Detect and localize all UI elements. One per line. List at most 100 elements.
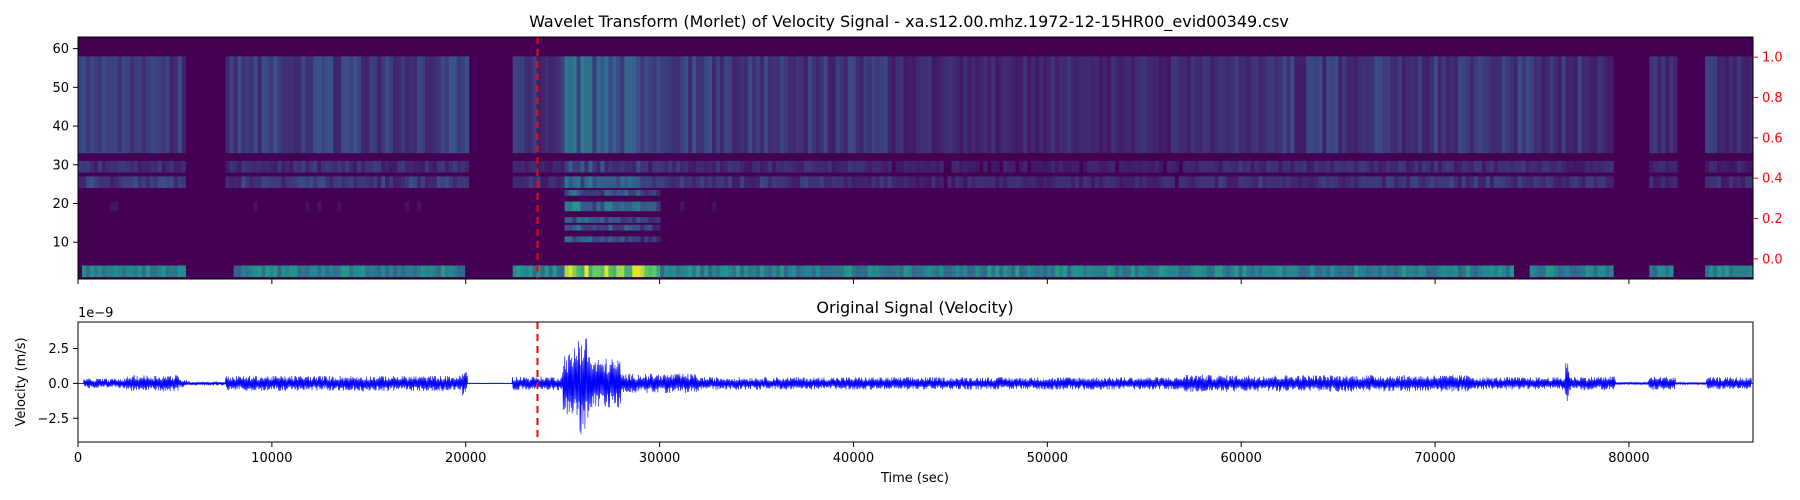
heatmap-cell bbox=[89, 56, 95, 154]
heatmap-cell bbox=[943, 265, 948, 278]
heatmap-cell bbox=[751, 265, 757, 278]
heatmap-cell bbox=[1051, 265, 1056, 278]
heatmap-cell bbox=[612, 201, 617, 212]
heatmap-cell bbox=[1083, 56, 1088, 154]
heatmap-cell bbox=[369, 176, 374, 189]
heatmap-cell bbox=[532, 160, 537, 173]
heatmap-cell bbox=[716, 160, 721, 173]
heatmap-cell bbox=[1039, 265, 1044, 278]
heatmap-cell bbox=[1342, 265, 1347, 278]
heatmap-cell bbox=[165, 176, 171, 189]
heatmap-cell bbox=[133, 176, 139, 189]
heatmap-cell bbox=[628, 201, 633, 212]
heatmap-cell bbox=[740, 265, 745, 278]
heatmap-cell bbox=[1429, 176, 1435, 189]
heatmap-cell bbox=[1146, 176, 1152, 189]
heatmap-cell bbox=[1306, 176, 1311, 189]
heatmap-cell bbox=[1749, 265, 1754, 278]
heatmap-cell bbox=[1178, 265, 1183, 278]
heatmap-cell bbox=[1653, 160, 1658, 173]
heatmap-cell bbox=[1031, 56, 1036, 154]
heatmap-cell bbox=[787, 56, 793, 154]
heatmap-cell bbox=[245, 160, 250, 173]
heatmap-cell bbox=[1657, 176, 1662, 189]
heatmap-cell bbox=[664, 176, 669, 189]
heatmap-cell bbox=[1071, 160, 1076, 173]
heatmap-cell bbox=[129, 176, 135, 189]
wavelet-right-tick-label: 0.0 bbox=[1762, 252, 1783, 267]
heatmap-cell bbox=[751, 56, 757, 154]
heatmap-cell bbox=[859, 160, 864, 173]
heatmap-cell bbox=[1557, 265, 1562, 278]
heatmap-cell bbox=[345, 176, 350, 189]
heatmap-cell bbox=[1573, 160, 1578, 173]
heatmap-cell bbox=[1561, 160, 1566, 173]
heatmap-cell bbox=[1162, 265, 1168, 278]
heatmap-cell bbox=[1537, 265, 1542, 278]
heatmap-cell bbox=[608, 160, 613, 173]
heatmap-cell bbox=[1218, 176, 1223, 189]
heatmap-cell bbox=[1134, 160, 1140, 173]
heatmap-cell bbox=[1589, 56, 1594, 154]
heatmap-cell bbox=[855, 160, 860, 173]
heatmap-cell bbox=[704, 160, 709, 173]
heatmap-cell bbox=[580, 265, 585, 278]
heatmap-cell bbox=[1142, 176, 1148, 189]
heatmap-cell bbox=[1589, 265, 1594, 278]
heatmap-cell bbox=[432, 176, 438, 189]
heatmap-cell bbox=[524, 56, 529, 154]
heatmap-cell bbox=[1186, 176, 1191, 189]
heatmap-cell bbox=[592, 56, 597, 154]
heatmap-cell bbox=[1262, 176, 1267, 189]
heatmap-cell bbox=[1665, 265, 1670, 278]
heatmap-cell bbox=[1433, 176, 1439, 189]
heatmap-cell bbox=[524, 160, 529, 173]
heatmap-cell bbox=[1729, 160, 1734, 173]
heatmap-cell bbox=[684, 265, 689, 278]
heatmap-cell bbox=[807, 176, 813, 189]
heatmap-cell bbox=[628, 236, 633, 243]
heatmap-cell bbox=[835, 176, 841, 189]
heatmap-cell bbox=[1378, 56, 1383, 154]
heatmap-cell bbox=[975, 176, 980, 189]
heatmap-cell bbox=[636, 56, 641, 154]
heatmap-cell bbox=[1721, 56, 1726, 154]
heatmap-cell bbox=[1234, 160, 1239, 173]
heatmap-cell bbox=[540, 56, 545, 154]
heatmap-cell bbox=[1485, 176, 1491, 189]
heatmap-cell bbox=[337, 56, 342, 154]
heatmap-cell bbox=[823, 176, 829, 189]
heatmap-cell bbox=[1433, 56, 1439, 154]
heatmap-cell bbox=[93, 160, 99, 173]
heatmap-cell bbox=[181, 160, 186, 173]
heatmap-cell bbox=[1318, 176, 1323, 189]
heatmap-cell bbox=[612, 265, 617, 278]
heatmap-cell bbox=[815, 176, 821, 189]
heatmap-cell bbox=[652, 56, 657, 154]
heatmap-cell bbox=[899, 265, 904, 278]
heatmap-cell bbox=[604, 217, 609, 223]
heatmap-cell bbox=[1126, 160, 1132, 173]
heatmap-cell bbox=[1437, 160, 1443, 173]
heatmap-cell bbox=[568, 56, 573, 154]
heatmap-cell bbox=[265, 56, 270, 154]
heatmap-cell bbox=[660, 265, 665, 278]
heatmap-cell bbox=[1453, 265, 1459, 278]
heatmap-cell bbox=[1505, 160, 1511, 173]
heatmap-cell bbox=[353, 160, 358, 173]
heatmap-cell bbox=[644, 201, 649, 212]
heatmap-cell bbox=[313, 56, 318, 154]
heatmap-cell bbox=[1063, 56, 1068, 154]
heatmap-cell bbox=[1461, 160, 1467, 173]
heatmap-cell bbox=[460, 56, 466, 154]
heatmap-cell bbox=[440, 265, 446, 278]
heatmap-cell bbox=[664, 160, 669, 173]
heatmap-cell bbox=[771, 265, 777, 278]
heatmap-cell bbox=[1194, 56, 1199, 154]
heatmap-cell bbox=[409, 56, 414, 154]
heatmap-cell bbox=[1669, 176, 1674, 189]
heatmap-cell bbox=[640, 236, 645, 243]
heatmap-cell bbox=[628, 224, 633, 231]
heatmap-cell bbox=[927, 56, 932, 154]
